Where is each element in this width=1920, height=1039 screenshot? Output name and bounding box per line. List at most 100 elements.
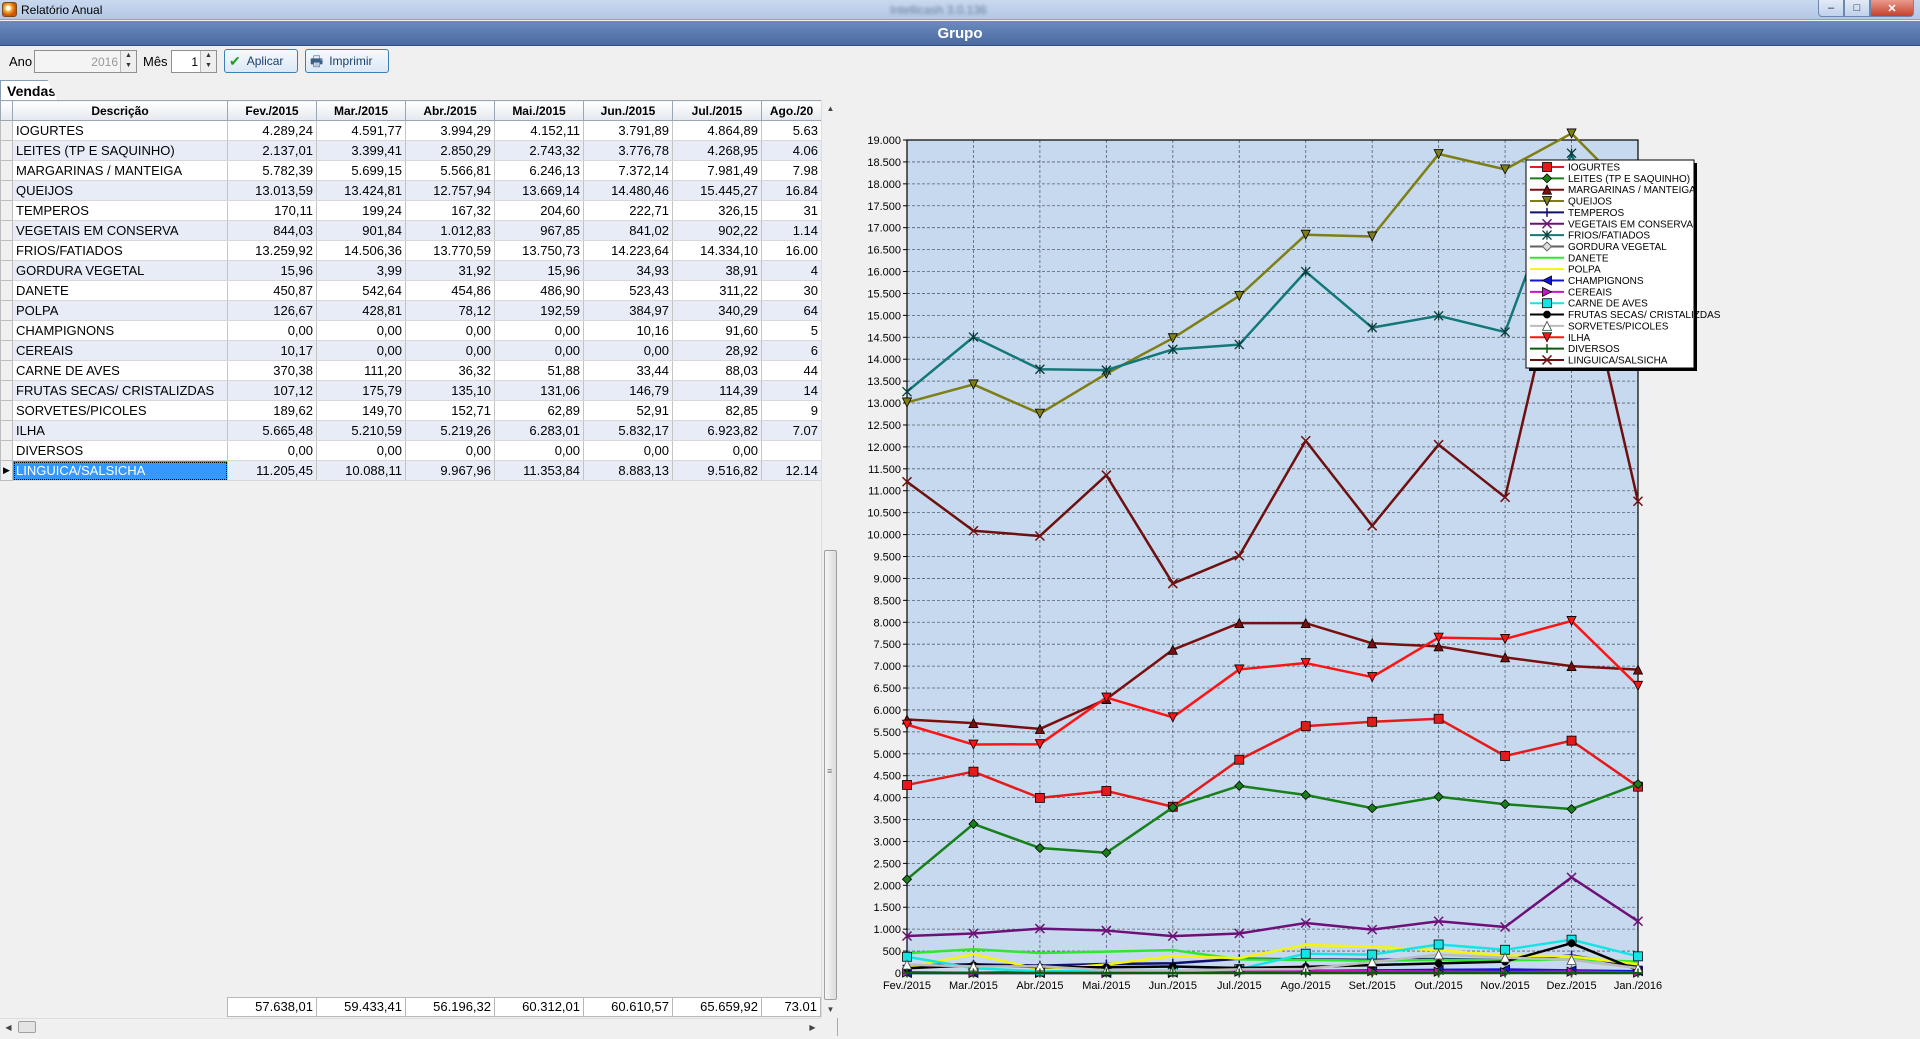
column-header[interactable]: Fev./2015 — [227, 100, 317, 121]
row-value[interactable]: 340,29 — [672, 300, 762, 321]
row-description[interactable]: DIVERSOS — [12, 440, 228, 461]
row-value[interactable]: 14.480,46 — [583, 180, 673, 201]
row-selector[interactable] — [0, 240, 13, 261]
row-value[interactable]: 450,87 — [227, 280, 317, 301]
row-description[interactable]: POLPA — [12, 300, 228, 321]
ano-spinner[interactable]: 2016 ▲ ▼ — [34, 50, 137, 73]
row-value[interactable]: 5.219,26 — [405, 420, 495, 441]
vertical-scrollbar[interactable]: ▲ ▼ — [821, 100, 838, 1018]
row-value[interactable]: 13.669,14 — [494, 180, 584, 201]
row-selector[interactable] — [0, 360, 13, 381]
row-value[interactable]: 152,71 — [405, 400, 495, 421]
row-selector[interactable] — [0, 140, 13, 161]
row-description[interactable]: CEREAIS — [12, 340, 228, 361]
row-value[interactable]: 131,06 — [494, 380, 584, 401]
row-value[interactable]: 902,22 — [672, 220, 762, 241]
table-row[interactable]: VEGETAIS EM CONSERVA 844,03 901,84 1.012,83… — [0, 220, 822, 241]
row-value[interactable]: 170,11 — [227, 200, 317, 221]
row-value[interactable]: 3,99 — [316, 260, 406, 281]
row-description[interactable]: SORVETES/PICOLES — [12, 400, 228, 421]
row-value[interactable]: 841,02 — [583, 220, 673, 241]
row-value[interactable]: 370,38 — [227, 360, 317, 381]
row-value[interactable]: 149,70 — [316, 400, 406, 421]
row-value[interactable]: 4.591,77 — [316, 120, 406, 141]
minimize-button[interactable]: – — [1818, 0, 1844, 17]
row-description[interactable]: ILHA — [12, 420, 228, 441]
row-value[interactable]: 13.424,81 — [316, 180, 406, 201]
row-value[interactable]: 15,96 — [227, 260, 317, 281]
row-description[interactable]: FRUTAS SECAS/ CRISTALIZDAS — [12, 380, 228, 401]
horizontal-scroll-thumb[interactable] — [18, 1021, 36, 1033]
row-value[interactable]: 15.445,27 — [672, 180, 762, 201]
column-header[interactable]: Jul./2015 — [672, 100, 762, 121]
row-value[interactable]: 384,97 — [583, 300, 673, 321]
row-selector[interactable] — [0, 320, 13, 341]
row-value[interactable]: 326,15 — [672, 200, 762, 221]
row-description[interactable]: CHAMPIGNONS — [12, 320, 228, 341]
row-value[interactable]: 30 — [761, 280, 822, 301]
table-row[interactable]: FRIOS/FATIADOS 13.259,92 14.506,36 13.770,5… — [0, 240, 822, 261]
column-header[interactable]: Mai./2015 — [494, 100, 584, 121]
row-value[interactable]: 16.00 — [761, 240, 822, 261]
row-value[interactable]: 428,81 — [316, 300, 406, 321]
row-value[interactable]: 0,00 — [405, 340, 495, 361]
row-value[interactable]: 11.205,45 — [227, 460, 317, 481]
row-value[interactable]: 12.757,94 — [405, 180, 495, 201]
row-value[interactable]: 0,00 — [494, 340, 584, 361]
scroll-up-icon[interactable]: ▲ — [826, 104, 835, 113]
table-row[interactable]: ILHA 5.665,48 5.210,59 5.219,26 6.283,01 5.83… — [0, 420, 822, 441]
row-value[interactable]: 14.223,64 — [583, 240, 673, 261]
row-value[interactable]: 175,79 — [316, 380, 406, 401]
row-value[interactable]: 7.981,49 — [672, 160, 762, 181]
row-value[interactable]: 0,00 — [672, 440, 762, 461]
row-value[interactable]: 192,59 — [494, 300, 584, 321]
row-value[interactable]: 10,17 — [227, 340, 317, 361]
row-value[interactable]: 8.883,13 — [583, 460, 673, 481]
column-header[interactable]: Abr./2015 — [405, 100, 495, 121]
row-value[interactable]: 1.14 — [761, 220, 822, 241]
row-value[interactable]: 82,85 — [672, 400, 762, 421]
row-value[interactable]: 311,22 — [672, 280, 762, 301]
table-row[interactable]: DANETE 450,87 542,64 454,86 486,90 523,43 311,… — [0, 280, 822, 301]
row-value[interactable]: 901,84 — [316, 220, 406, 241]
row-value[interactable]: 62,89 — [494, 400, 584, 421]
row-value[interactable]: 6.923,82 — [672, 420, 762, 441]
row-value[interactable]: 111,20 — [316, 360, 406, 381]
row-selector[interactable] — [0, 420, 13, 441]
row-selector[interactable] — [0, 160, 13, 181]
row-description[interactable]: LINGUICA/SALSICHA — [12, 460, 228, 481]
row-description[interactable]: FRIOS/FATIADOS — [12, 240, 228, 261]
row-value[interactable]: 4.06 — [761, 140, 822, 161]
row-value[interactable]: 5.832,17 — [583, 420, 673, 441]
row-value[interactable]: 5.699,15 — [316, 160, 406, 181]
row-value[interactable]: 4.268,95 — [672, 140, 762, 161]
row-value[interactable]: 51,88 — [494, 360, 584, 381]
row-value[interactable]: 4.152,11 — [494, 120, 584, 141]
row-value[interactable]: 4.289,24 — [227, 120, 317, 141]
row-value[interactable]: 9.967,96 — [405, 460, 495, 481]
row-selector[interactable] — [0, 440, 13, 461]
row-selector[interactable] — [0, 220, 13, 241]
row-value[interactable]: 31,92 — [405, 260, 495, 281]
row-value[interactable]: 12.14 — [761, 460, 822, 481]
row-value[interactable]: 5.782,39 — [227, 160, 317, 181]
row-value[interactable]: 7.372,14 — [583, 160, 673, 181]
row-value[interactable]: 204,60 — [494, 200, 584, 221]
row-value[interactable]: 4.864,89 — [672, 120, 762, 141]
row-value[interactable]: 523,43 — [583, 280, 673, 301]
row-value[interactable]: 7.07 — [761, 420, 822, 441]
row-value[interactable]: 135,10 — [405, 380, 495, 401]
row-value[interactable]: 0,00 — [583, 340, 673, 361]
row-value[interactable]: 114,39 — [672, 380, 762, 401]
row-value[interactable]: 2.137,01 — [227, 140, 317, 161]
row-value[interactable]: 3.994,29 — [405, 120, 495, 141]
row-selector[interactable] — [0, 120, 13, 141]
table-row[interactable]: TEMPEROS 170,11 199,24 167,32 204,60 222,71 32… — [0, 200, 822, 221]
row-value[interactable]: 4 — [761, 260, 822, 281]
row-value[interactable]: 2.850,29 — [405, 140, 495, 161]
row-value[interactable]: 0,00 — [405, 320, 495, 341]
row-value[interactable]: 13.013,59 — [227, 180, 317, 201]
row-description[interactable]: CARNE DE AVES — [12, 360, 228, 381]
row-value[interactable]: 13.770,59 — [405, 240, 495, 261]
vertical-scroll-thumb[interactable] — [824, 550, 837, 1000]
